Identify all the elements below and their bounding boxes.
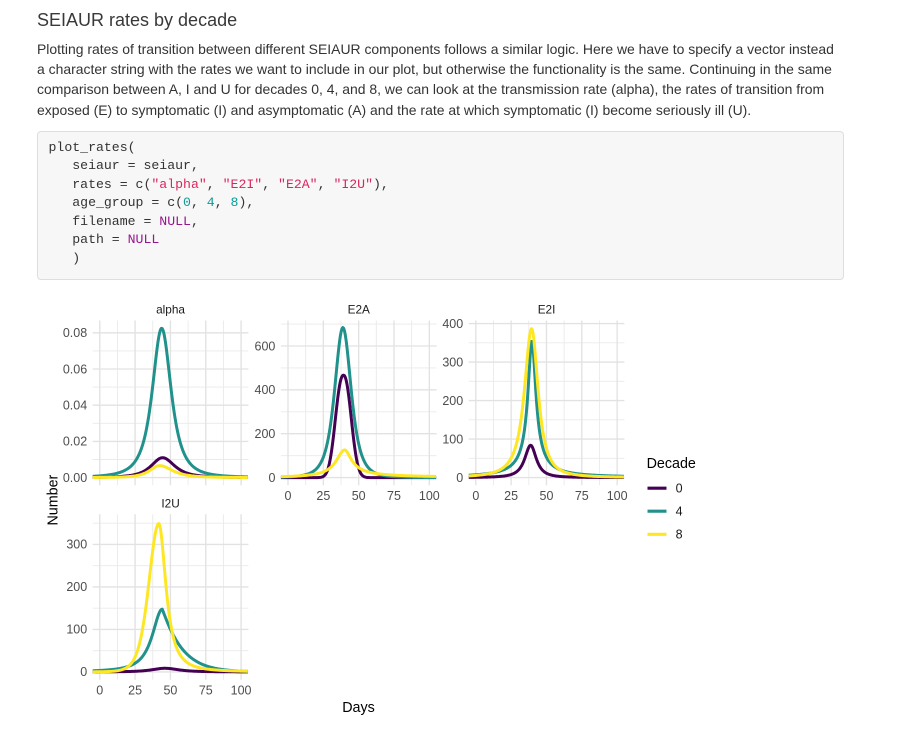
svg-text:75: 75 [199, 683, 213, 697]
svg-text:100: 100 [231, 683, 252, 697]
svg-text:0.04: 0.04 [63, 399, 87, 413]
svg-text:8: 8 [676, 528, 683, 542]
svg-text:75: 75 [575, 489, 589, 503]
svg-text:300: 300 [442, 355, 463, 369]
svg-text:4: 4 [676, 505, 683, 519]
svg-text:50: 50 [163, 683, 177, 697]
svg-text:0: 0 [676, 482, 683, 496]
svg-text:I2U: I2U [161, 497, 179, 511]
svg-text:0.06: 0.06 [63, 362, 87, 376]
svg-text:400: 400 [442, 317, 463, 331]
svg-text:25: 25 [504, 489, 518, 503]
svg-text:Decade: Decade [647, 456, 696, 472]
svg-text:alpha: alpha [156, 303, 185, 317]
svg-text:E2A: E2A [348, 303, 370, 317]
svg-text:0: 0 [285, 489, 292, 503]
svg-text:200: 200 [66, 580, 87, 594]
svg-text:75: 75 [387, 489, 401, 503]
svg-text:0.02: 0.02 [63, 435, 87, 449]
svg-text:600: 600 [255, 339, 276, 353]
svg-text:25: 25 [128, 683, 142, 697]
svg-text:100: 100 [419, 489, 440, 503]
svg-text:0: 0 [80, 665, 87, 679]
svg-text:200: 200 [442, 394, 463, 408]
svg-text:300: 300 [66, 538, 87, 552]
svg-text:0: 0 [268, 471, 275, 485]
svg-text:0.08: 0.08 [63, 326, 87, 340]
svg-text:0: 0 [472, 489, 479, 503]
svg-text:Days: Days [342, 700, 375, 716]
svg-text:100: 100 [607, 489, 628, 503]
svg-text:100: 100 [442, 432, 463, 446]
svg-text:50: 50 [540, 489, 554, 503]
svg-text:200: 200 [255, 427, 276, 441]
svg-text:25: 25 [316, 489, 330, 503]
svg-text:50: 50 [352, 489, 366, 503]
svg-text:0: 0 [96, 683, 103, 697]
svg-text:0: 0 [456, 471, 463, 485]
svg-text:400: 400 [255, 383, 276, 397]
svg-text:E2I: E2I [538, 303, 556, 317]
svg-text:0.00: 0.00 [63, 471, 87, 485]
svg-text:100: 100 [66, 623, 87, 637]
svg-text:Number: Number [46, 474, 62, 525]
